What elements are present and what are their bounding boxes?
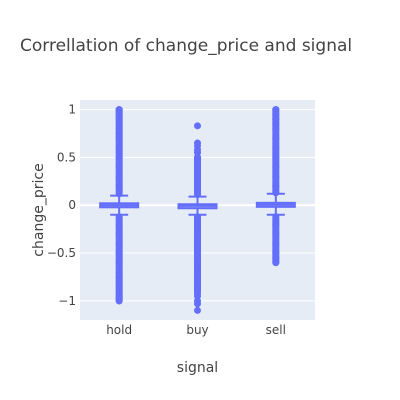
outlier-point [272,163,279,170]
x-axis-title: signal [177,360,218,376]
outlier-point [194,122,201,129]
outlier-point [194,230,201,237]
outlier-point [116,240,123,247]
x-tick-label: buy [186,323,208,337]
outlier-point [272,144,279,151]
outlier-point [116,230,123,237]
outlier-point [116,144,123,151]
outlier-point [116,163,123,170]
outlier-point [194,221,201,228]
outlier-point [194,163,201,170]
outlier-point [194,173,201,180]
outlier-point [272,221,279,228]
chart-title: Correllation of change_price and signal [20,36,352,56]
outlier-point [116,221,123,228]
y-tick-label: −0.5 [47,246,76,260]
y-tick-label: 0.5 [57,150,76,164]
outlier-point [194,240,201,247]
y-axis-ticks: 1 0.5 0 −0.5 −1 [47,103,76,308]
outlier-point [194,259,201,266]
x-tick-label: hold [106,323,132,337]
outlier-point [116,154,123,161]
outlier-point [116,183,123,190]
outlier-point [272,135,279,142]
outlier-point [194,183,201,190]
outlier-point [272,154,279,161]
outlier-point [194,300,201,307]
outlier-point [272,173,279,180]
outlier-point [116,297,123,304]
outlier-point [194,307,201,314]
outlier-point [272,230,279,237]
outlier-point [194,250,201,257]
outlier-point [116,259,123,266]
outlier-point [116,173,123,180]
outlier-point [272,240,279,247]
x-axis-ticks: hold buy sell [106,323,286,337]
outlier-point [272,183,279,190]
y-tick-label: 1 [68,103,76,117]
outlier-point [272,259,279,266]
outlier-point [272,125,279,132]
y-axis-title: change_price [31,163,47,256]
y-tick-label: 0 [68,198,76,212]
y-tick-label: −1 [58,294,76,308]
outlier-point [116,135,123,142]
outlier-point [116,250,123,257]
x-tick-label: sell [266,323,286,337]
